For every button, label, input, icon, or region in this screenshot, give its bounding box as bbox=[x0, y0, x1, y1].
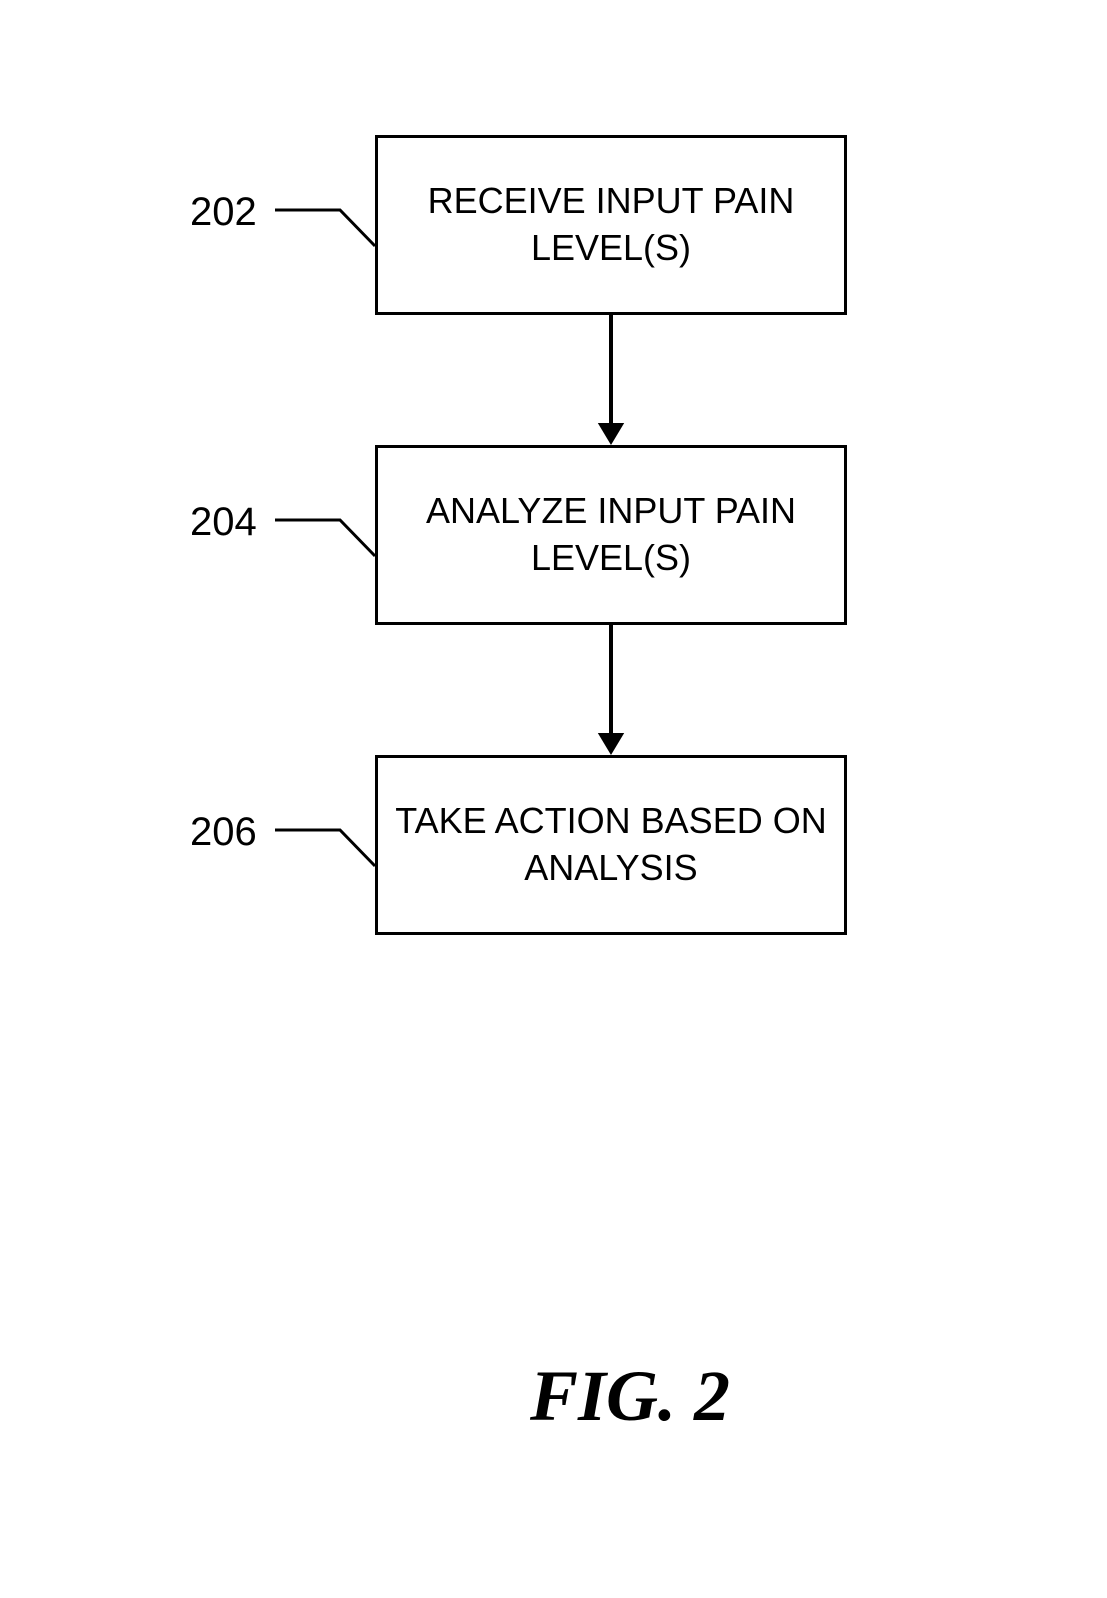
arrowhead-1 bbox=[598, 423, 624, 445]
flowchart-box-text-2: ANALYZE INPUT PAIN LEVEL(S) bbox=[388, 488, 834, 582]
reference-number-202: 202 bbox=[190, 190, 257, 235]
flowchart-box-text-1: RECEIVE INPUT PAIN LEVEL(S) bbox=[388, 178, 834, 272]
flowchart-diagram: RECEIVE INPUT PAIN LEVEL(S) ANALYZE INPUT… bbox=[0, 0, 1107, 1598]
flowchart-box-3: TAKE ACTION BASED ON ANALYSIS bbox=[375, 755, 847, 935]
flowchart-box-text-3: TAKE ACTION BASED ON ANALYSIS bbox=[388, 798, 834, 892]
leader-line-3 bbox=[275, 830, 375, 866]
arrowhead-2 bbox=[598, 733, 624, 755]
flowchart-box-1: RECEIVE INPUT PAIN LEVEL(S) bbox=[375, 135, 847, 315]
leader-line-1 bbox=[275, 210, 375, 246]
leader-line-2 bbox=[275, 520, 375, 556]
reference-number-204: 204 bbox=[190, 500, 257, 545]
figure-label: FIG. 2 bbox=[530, 1355, 730, 1438]
flowchart-box-2: ANALYZE INPUT PAIN LEVEL(S) bbox=[375, 445, 847, 625]
reference-number-206: 206 bbox=[190, 810, 257, 855]
